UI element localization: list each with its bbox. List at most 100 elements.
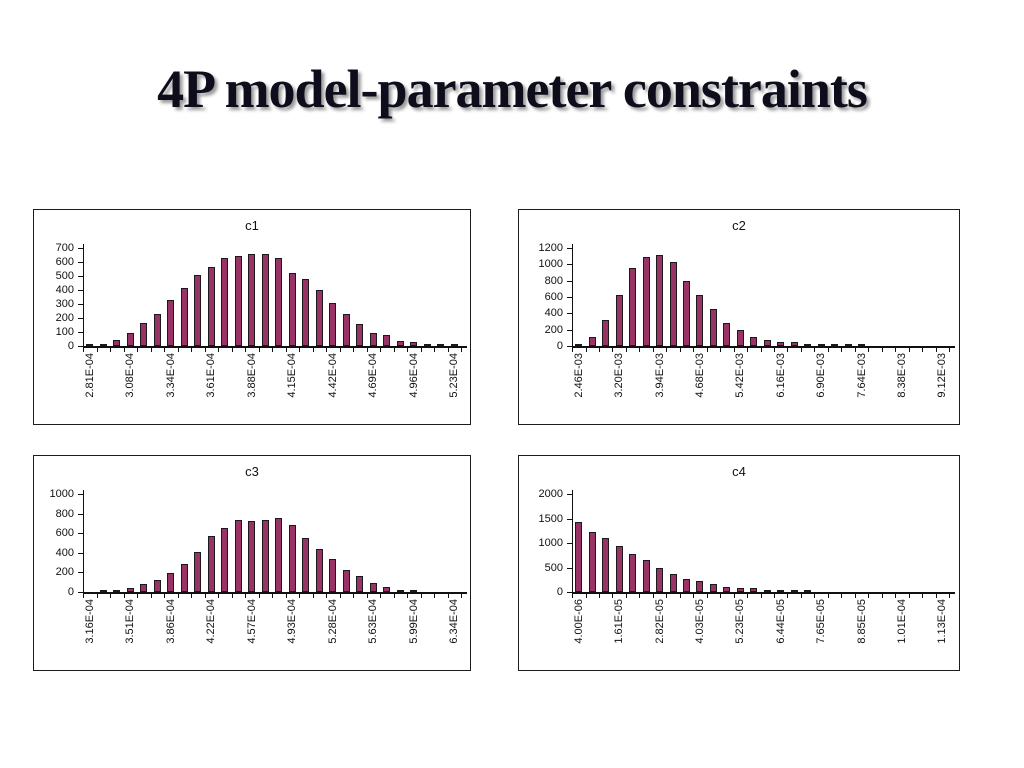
bar bbox=[615, 295, 623, 346]
x-tick bbox=[420, 348, 422, 352]
x-tick-label: 4.15E-04 bbox=[286, 353, 299, 398]
bar bbox=[656, 568, 663, 592]
bar bbox=[126, 588, 134, 592]
x-tick-label: 3.16E-04 bbox=[83, 599, 96, 644]
x-tick bbox=[366, 348, 368, 352]
x-tick-label: 8.85E-05 bbox=[855, 599, 868, 644]
y-tick-label: 600 bbox=[55, 527, 74, 539]
bar bbox=[153, 580, 161, 592]
x-tick-label: 2.81E-04 bbox=[83, 353, 96, 398]
x-tick bbox=[83, 594, 84, 598]
x-tick-label: 6.34E-04 bbox=[448, 599, 461, 644]
x-tick-label: 8.38E-03 bbox=[895, 353, 908, 398]
bar bbox=[383, 587, 391, 592]
bar bbox=[234, 520, 242, 592]
x-tick-label: 5.23E-05 bbox=[734, 599, 747, 644]
slide-title: 4P model-parameter constraints bbox=[157, 59, 868, 119]
x-tick bbox=[312, 594, 314, 598]
bar bbox=[615, 546, 623, 592]
bar bbox=[275, 258, 283, 346]
y-tick-label: 500 bbox=[544, 562, 563, 574]
y-tick bbox=[78, 290, 83, 291]
bar bbox=[575, 344, 583, 346]
chart-title: c2 bbox=[732, 218, 746, 233]
x-tick-label: 3.34E-04 bbox=[164, 353, 177, 398]
x-tick bbox=[827, 594, 829, 598]
x-tick bbox=[881, 594, 883, 598]
bar bbox=[763, 590, 771, 592]
bar bbox=[369, 583, 377, 592]
y-tick bbox=[567, 264, 572, 265]
bar bbox=[113, 590, 121, 592]
x-tick bbox=[652, 594, 654, 598]
x-tick bbox=[420, 594, 422, 598]
x-tick bbox=[191, 594, 192, 598]
x-tick bbox=[150, 348, 152, 352]
bar bbox=[315, 290, 323, 346]
bar bbox=[696, 581, 704, 592]
x-tick bbox=[434, 348, 435, 352]
y-tick bbox=[567, 313, 572, 314]
bar bbox=[302, 538, 310, 592]
bar bbox=[723, 587, 731, 592]
x-tick bbox=[666, 594, 668, 598]
bar bbox=[696, 295, 704, 346]
x-axis bbox=[83, 592, 467, 594]
bar bbox=[383, 335, 391, 346]
x-tick bbox=[827, 348, 829, 352]
bar bbox=[804, 344, 812, 346]
x-tick bbox=[747, 348, 748, 352]
bar bbox=[99, 344, 107, 346]
bar bbox=[629, 554, 637, 592]
x-tick bbox=[760, 594, 762, 598]
y-tick-label: 1200 bbox=[538, 242, 563, 254]
x-tick-label: 4.96E-04 bbox=[407, 353, 420, 398]
bar bbox=[709, 584, 717, 592]
bar bbox=[858, 344, 865, 346]
x-tick bbox=[191, 348, 192, 352]
y-tick-label: 600 bbox=[544, 291, 563, 303]
chart-title: c3 bbox=[245, 464, 259, 479]
x-tick-label: 4.03E-05 bbox=[693, 599, 706, 644]
chart-title: c1 bbox=[245, 218, 259, 233]
y-tick bbox=[78, 262, 83, 263]
x-tick bbox=[461, 348, 462, 352]
bar bbox=[302, 279, 310, 346]
y-axis bbox=[83, 244, 84, 346]
x-tick-label: 4.42E-04 bbox=[326, 353, 339, 398]
x-tick bbox=[339, 594, 341, 598]
x-tick-label: 3.20E-03 bbox=[613, 353, 626, 398]
bar bbox=[261, 520, 269, 592]
chart-panel-c3: c3 0 200 400 600 800 1000 3.16E-04 3.51E-04 3.86E… bbox=[33, 455, 471, 671]
y-tick bbox=[78, 514, 83, 515]
bar bbox=[342, 570, 350, 592]
bar bbox=[194, 552, 202, 592]
x-tick bbox=[612, 594, 614, 598]
x-tick bbox=[949, 348, 950, 352]
x-tick bbox=[598, 594, 600, 598]
bar bbox=[437, 344, 445, 346]
bar bbox=[629, 268, 637, 346]
y-tick bbox=[78, 248, 83, 249]
y-tick-label: 1500 bbox=[538, 513, 563, 525]
x-tick bbox=[434, 594, 435, 598]
bar bbox=[777, 590, 785, 592]
bar bbox=[750, 588, 758, 592]
x-tick bbox=[800, 594, 802, 598]
bar bbox=[642, 257, 650, 346]
bar bbox=[194, 275, 202, 346]
x-tick bbox=[868, 348, 870, 352]
y-tick bbox=[567, 248, 572, 249]
x-tick bbox=[380, 348, 381, 352]
x-tick-label: 4.00E-06 bbox=[572, 599, 585, 644]
x-axis bbox=[572, 346, 955, 348]
bar bbox=[423, 344, 431, 346]
x-tick bbox=[204, 594, 206, 598]
bar bbox=[356, 576, 364, 592]
x-tick bbox=[285, 348, 287, 352]
y-tick bbox=[567, 519, 572, 520]
bar bbox=[140, 584, 148, 592]
x-tick-label: 5.63E-04 bbox=[367, 599, 380, 644]
x-tick bbox=[150, 594, 152, 598]
